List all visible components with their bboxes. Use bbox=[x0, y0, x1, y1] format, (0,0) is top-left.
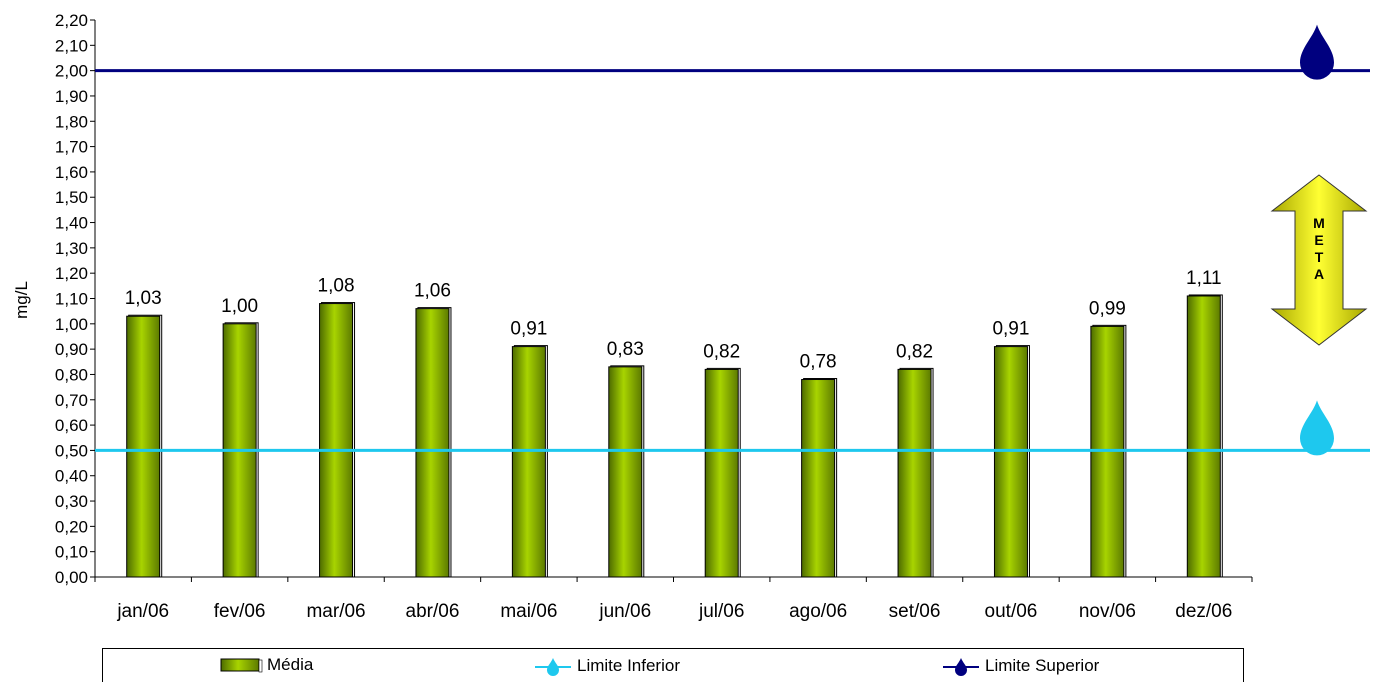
y-tick-label: 1,40 bbox=[55, 214, 88, 233]
legend-label-limite-inferior: Limite Inferior bbox=[577, 656, 680, 675]
x-tick-label: dez/06 bbox=[1175, 601, 1232, 622]
x-tick-label: mai/06 bbox=[500, 601, 557, 622]
double-arrow-icon bbox=[1270, 174, 1368, 346]
bar bbox=[993, 346, 1028, 578]
chart: 0,00 0,10 0,20 0,30 0,40 0,50 0,60 0,70 0,80 0,90… bbox=[12, 11, 1370, 622]
data-label: 0,78 bbox=[800, 352, 837, 373]
x-tick-label: nov/06 bbox=[1079, 601, 1136, 622]
y-tick-label: 1,20 bbox=[55, 264, 88, 283]
data-label: 0,83 bbox=[607, 339, 644, 360]
legend-item-media: Média bbox=[219, 655, 313, 675]
x-tick-label: mar/06 bbox=[306, 601, 365, 622]
x-tick-label: set/06 bbox=[889, 601, 941, 622]
x-tick-label: out/06 bbox=[985, 601, 1038, 622]
data-label: 1,11 bbox=[1186, 268, 1222, 289]
data-label: 1,03 bbox=[125, 288, 162, 309]
data-label: 1,08 bbox=[318, 276, 355, 297]
dark-blue-drop-icon bbox=[1300, 24, 1334, 80]
bar-swatch-icon bbox=[220, 658, 263, 673]
data-label: 1,06 bbox=[414, 281, 451, 302]
dark-blue-drop-icon bbox=[943, 658, 979, 676]
y-tick-label: 1,90 bbox=[55, 87, 88, 106]
bar bbox=[126, 315, 161, 578]
y-tick-label: 1,30 bbox=[55, 239, 88, 258]
legend: Média Limite Inferior Limite Superior bbox=[102, 648, 1244, 682]
bar bbox=[319, 303, 354, 578]
x-tick-label: jul/06 bbox=[698, 601, 744, 622]
bar bbox=[897, 368, 932, 578]
legend-item-limite-superior: Limite Superior bbox=[941, 655, 1099, 677]
y-tick-label: 0,00 bbox=[55, 568, 88, 587]
y-tick-label: 0,20 bbox=[55, 517, 88, 536]
bar bbox=[1186, 295, 1221, 578]
bar bbox=[415, 308, 450, 578]
bar bbox=[801, 379, 836, 578]
legend-item-limite-inferior: Limite Inferior bbox=[533, 655, 680, 677]
bar bbox=[608, 366, 643, 578]
bar bbox=[511, 346, 546, 578]
light-blue-drop-icon bbox=[535, 658, 571, 676]
limit-lines bbox=[95, 24, 1370, 456]
y-tick-label: 0,90 bbox=[55, 340, 88, 359]
data-label: 0,91 bbox=[992, 319, 1029, 340]
y-axis-label: mg/L bbox=[12, 281, 31, 319]
legend-label-limite-superior: Limite Superior bbox=[985, 656, 1100, 675]
y-tick-label: 2,10 bbox=[55, 36, 88, 55]
y-tick-label: 2,00 bbox=[55, 62, 88, 81]
bar bbox=[704, 368, 739, 578]
x-tick-label: jun/06 bbox=[598, 601, 651, 622]
light-blue-drop-icon bbox=[1300, 400, 1334, 456]
y-tick-label: 1,60 bbox=[55, 163, 88, 182]
x-tick-label: jan/06 bbox=[116, 601, 169, 622]
y-tick-label: 1,00 bbox=[55, 315, 88, 334]
axes: 0,00 0,10 0,20 0,30 0,40 0,50 0,60 0,70 0,80 0,90… bbox=[55, 11, 1253, 587]
bars: 1,03 jan/06 1,00 fev/06 1,08 mar/06 1,06 abr/06… bbox=[116, 268, 1232, 622]
x-tick-label: abr/06 bbox=[406, 601, 460, 622]
y-tick-label: 0,60 bbox=[55, 416, 88, 435]
y-tick-label: 0,50 bbox=[55, 441, 88, 460]
y-tick-label: 1,70 bbox=[55, 138, 88, 157]
y-tick-label: 0,40 bbox=[55, 467, 88, 486]
y-tick-label: 0,80 bbox=[55, 365, 88, 384]
data-label: 1,00 bbox=[221, 296, 258, 317]
x-tick-label: fev/06 bbox=[214, 601, 266, 622]
data-label: 0,82 bbox=[703, 341, 740, 362]
y-tick-label: 0,10 bbox=[55, 543, 88, 562]
legend-label-media: Média bbox=[267, 655, 314, 674]
y-tick-label: 0,70 bbox=[55, 391, 88, 410]
y-tick-label: 0,30 bbox=[55, 492, 88, 511]
y-tick-label: 1,80 bbox=[55, 112, 88, 131]
y-tick-label: 1,50 bbox=[55, 188, 88, 207]
data-label: 0,82 bbox=[896, 341, 933, 362]
data-label: 0,99 bbox=[1089, 298, 1126, 319]
data-label: 0,91 bbox=[510, 319, 547, 340]
y-tick-label: 1,10 bbox=[55, 290, 88, 309]
y-tick-label: 2,20 bbox=[55, 11, 88, 30]
x-tick-label: ago/06 bbox=[789, 601, 847, 622]
